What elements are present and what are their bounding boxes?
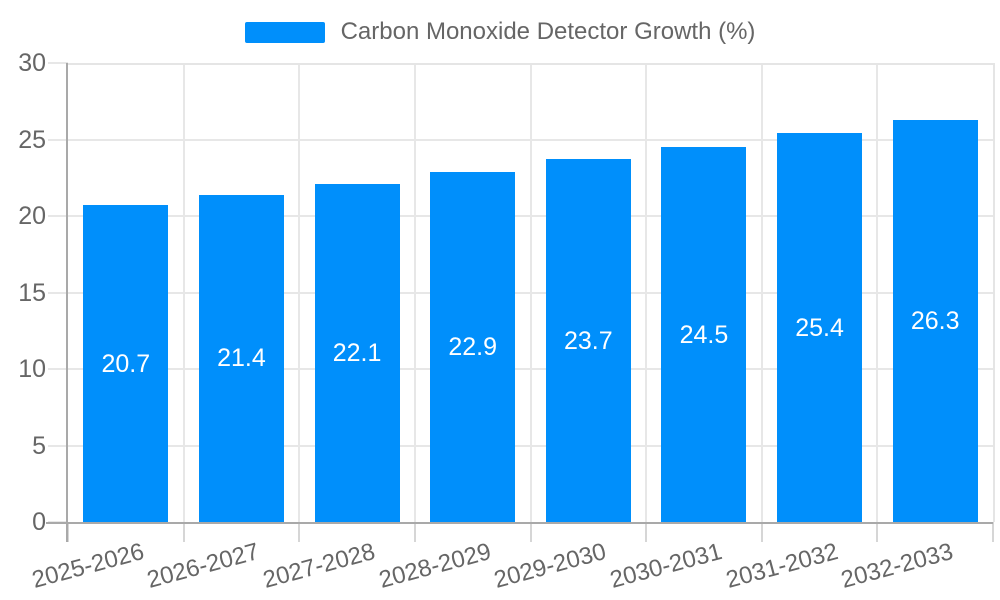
bar[interactable] [545,159,631,522]
plot-area: 0 5 10 15 20 25 30 20.7 21.4 22.1 22.9 23.7 24.5 25.4… [18,49,995,594]
gridline-v [413,63,416,522]
y-tick-label: 0 [32,508,46,536]
bar[interactable] [892,119,978,522]
y-tick-label: 30 [18,49,46,77]
gridline-v [645,63,648,522]
bar-value-label: 20.7 [101,349,151,378]
bar-value-label: 25.4 [795,313,844,342]
x-tick [645,522,648,542]
y-tick [48,368,68,370]
y-axis-line [66,63,68,542]
gridline-v [298,63,301,522]
y-tick [48,291,68,294]
bar[interactable] [430,171,516,522]
y-tick [48,215,68,217]
x-tick [760,522,763,542]
legend-label: Carbon Monoxide Detector Growth (%) [340,18,756,45]
y-tick-label: 5 [32,431,46,460]
bar-value-label: 22.1 [332,338,382,367]
x-tick [876,522,879,542]
gridline-v [876,63,879,522]
bar[interactable] [198,194,284,522]
bar-value-label: 21.4 [217,344,266,373]
x-axis-line [46,522,993,524]
chart-legend: Carbon Monoxide Detector Growth (%) [0,18,1000,46]
x-tick [413,522,416,542]
x-tick [529,522,532,542]
y-tick [48,444,68,447]
bar[interactable] [314,183,400,522]
y-tick-label: 20 [18,202,46,230]
plot-border-right [993,63,995,522]
gridline-v [760,63,763,522]
bar-value-label: 26.3 [910,306,960,335]
bar[interactable] [83,205,169,522]
bar[interactable] [661,147,747,522]
bar-value-label: 24.5 [679,320,729,349]
y-tick [48,138,68,141]
x-tick [298,522,301,542]
gridline-v [529,63,532,522]
bar-value-label: 23.7 [563,326,613,355]
y-tick-label: 15 [18,278,46,307]
y-tick-label: 25 [18,125,46,154]
plot-border-top [68,63,993,65]
y-tick [48,62,68,64]
bar[interactable] [777,133,863,522]
legend-item[interactable]: Carbon Monoxide Detector Growth (%) [244,18,756,46]
x-tick [67,522,69,542]
x-tick [182,522,185,542]
bar-value-label: 22.9 [448,332,498,361]
x-tick [992,522,994,542]
y-tick-label: 10 [18,355,46,383]
gridline-v [182,63,185,522]
legend-swatch-icon [244,21,325,43]
